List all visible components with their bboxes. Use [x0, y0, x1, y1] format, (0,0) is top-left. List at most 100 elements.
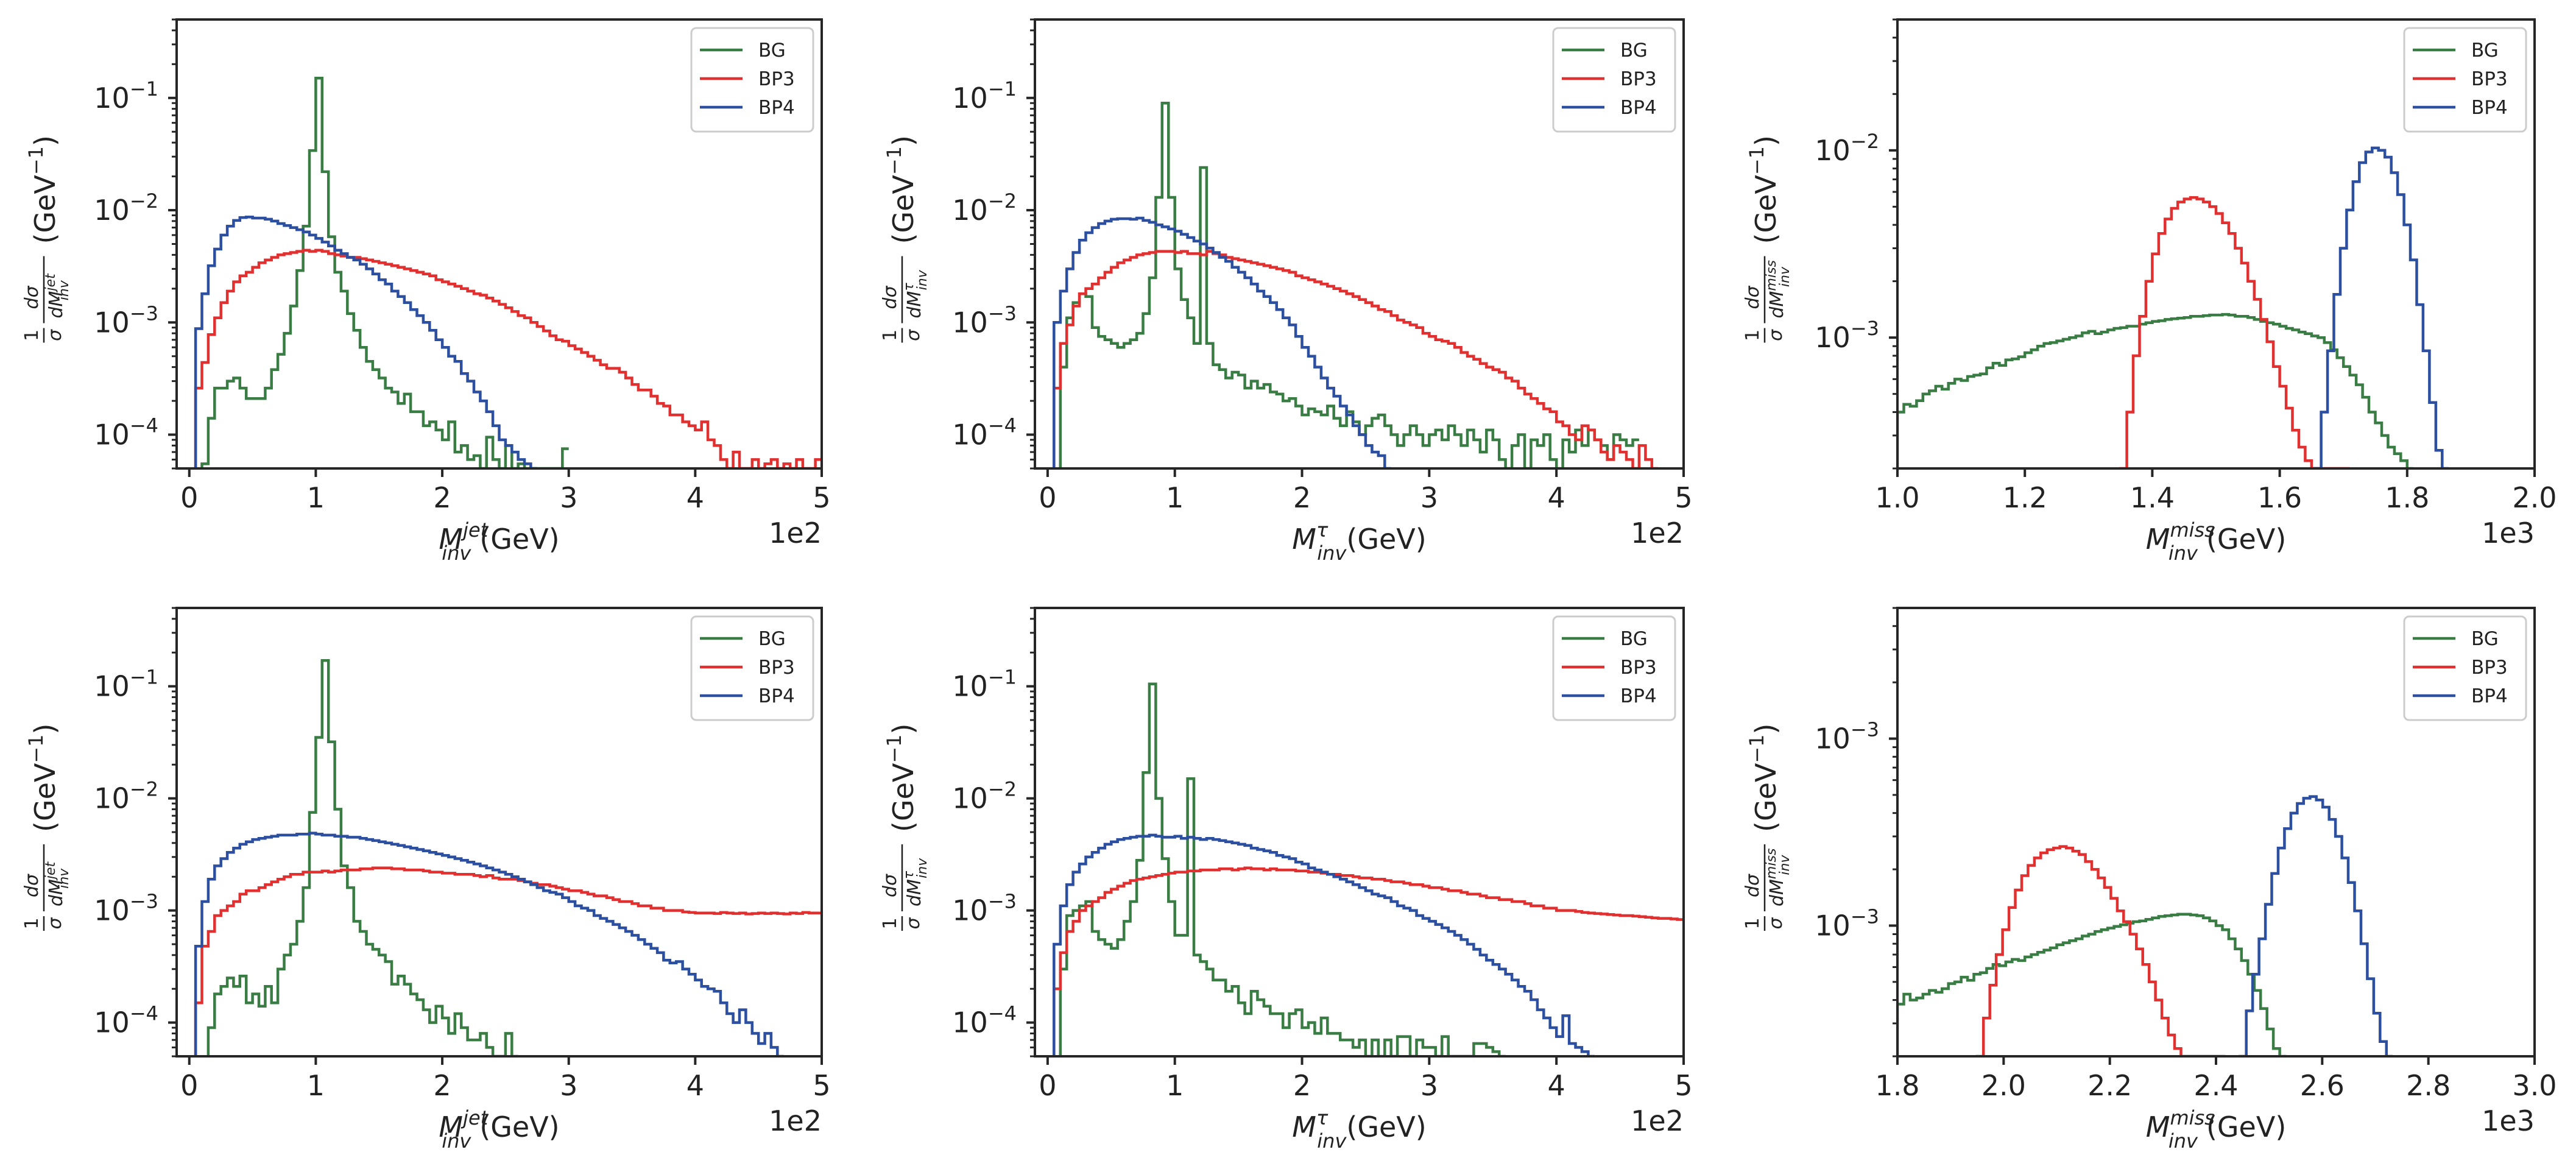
legend-label-bp3: BP3 — [758, 657, 795, 679]
y-label-unit: (GeV−1) — [883, 724, 920, 833]
y-label-sigma: σ — [1765, 329, 1787, 341]
y-label-part: dM — [46, 879, 67, 906]
x-axis-label: Mmiss inv (GeV) — [2146, 1106, 2287, 1153]
y-tick-label: 10−3 — [1815, 718, 1879, 755]
y-label-dm: dMτinv — [902, 858, 930, 906]
y-label-dsigma: dσ — [880, 285, 901, 309]
y-label-unit: (GeV−1) — [24, 135, 62, 244]
y-tick-exponent: −4 — [988, 1002, 1017, 1025]
y-tick-label: 10−1 — [94, 666, 158, 703]
y-label-part: jet — [43, 861, 58, 881]
y-label-part: inv — [1777, 266, 1793, 287]
x-tick-label: 0 — [1039, 481, 1056, 514]
x-label-part: τ — [1316, 1106, 1329, 1129]
x-tick-label: 2 — [433, 1069, 451, 1102]
y-tick-base: 10 — [94, 1006, 130, 1039]
y-label-sigma: σ — [903, 917, 924, 930]
x-label-part: M — [1292, 523, 1316, 556]
y-tick-base: 10 — [94, 419, 130, 451]
y-tick-exponent: −3 — [130, 302, 158, 325]
x-tick-label: 0 — [180, 481, 198, 514]
y-tick-label: 10−1 — [952, 666, 1017, 703]
legend-label-bp4: BP4 — [1620, 97, 1657, 119]
y-label-part: −1 — [24, 146, 48, 175]
x-tick-label: 1 — [307, 1069, 325, 1102]
y-tick-exponent: −4 — [130, 1002, 158, 1025]
legend: BG BP3 BP4 — [1552, 27, 1676, 133]
y-label-part: dM — [1766, 879, 1788, 906]
y-label-sigma: σ — [44, 329, 66, 341]
series-line-bp3 — [1053, 866, 1684, 1056]
legend-label-bp4: BP4 — [1620, 685, 1657, 707]
x-tick-label: 3 — [560, 1069, 577, 1102]
series-line-bp4 — [1053, 833, 1595, 1056]
series-line-bg — [1897, 913, 2287, 1056]
x-tick-label: 2.0 — [2512, 481, 2557, 514]
x-tick-label: 2.6 — [2300, 1069, 2345, 1102]
x-label-part: M — [2146, 523, 2170, 556]
y-tick-exponent: −2 — [988, 778, 1017, 801]
y-tick-label: 10−4 — [94, 1002, 158, 1039]
legend-label-bp3: BP3 — [758, 68, 795, 90]
legend-box — [690, 615, 814, 721]
y-tick-label: 10−2 — [1815, 130, 1879, 167]
y-label-dm: dMmissinv — [1764, 849, 1793, 906]
x-label-part: inv — [1317, 1129, 1347, 1153]
x-tick-label: 1.8 — [1875, 1069, 1919, 1102]
y-tick-exponent: −2 — [130, 778, 158, 801]
x-label-part: (GeV) — [479, 1111, 559, 1143]
x-tick-label: 4 — [1548, 481, 1565, 514]
x-label-part: inv — [442, 542, 471, 565]
y-label-dsigma: dσ — [1742, 285, 1763, 309]
y-tick-label: 10−4 — [952, 1002, 1017, 1039]
y-tick-label: 10−2 — [952, 778, 1017, 815]
x-tick-label: 0 — [180, 1069, 198, 1102]
x-tick-label: 1.6 — [2257, 481, 2302, 514]
y-label-part: dM — [904, 879, 925, 906]
y-label-part: (GeV — [1749, 763, 1782, 832]
x-offset-label: 1e2 — [769, 1104, 822, 1137]
y-tick-base: 10 — [1815, 134, 1851, 167]
x-tick-label: 1.0 — [1875, 481, 1919, 514]
legend-label-bp4: BP4 — [2471, 685, 2508, 707]
x-tick-label: 3 — [1420, 1069, 1438, 1102]
legend-box — [1552, 27, 1676, 133]
y-tick-label: 10−1 — [952, 77, 1017, 115]
legend-box — [2403, 27, 2527, 133]
series-line-bg — [1897, 313, 2414, 468]
x-offset-label: 1e2 — [1631, 517, 1684, 549]
x-tick-label: 4 — [686, 1069, 704, 1102]
y-label-part: ) — [29, 724, 62, 735]
y-label-one: 1 — [880, 917, 901, 929]
x-tick-label: 0 — [1039, 1069, 1056, 1102]
y-label-part: miss — [1764, 849, 1779, 879]
y-label-unit: (GeV−1) — [883, 135, 920, 244]
series-line-bg — [206, 659, 518, 1056]
y-label-dsigma: dσ — [880, 874, 901, 897]
y-label-part: τ — [902, 871, 917, 879]
y-tick-base: 10 — [952, 782, 988, 815]
y-label-part: miss — [1764, 260, 1779, 291]
y-tick-exponent: −1 — [988, 666, 1017, 689]
x-tick-label: 2.0 — [1981, 1069, 2026, 1102]
x-tick-label: 2 — [433, 481, 451, 514]
x-label-part: inv — [1317, 542, 1347, 565]
x-tick-label: 3 — [1420, 481, 1438, 514]
y-tick-label: 10−3 — [952, 302, 1017, 339]
plot-area — [1053, 101, 1659, 468]
y-tick-exponent: −1 — [130, 77, 158, 101]
plot-area — [1053, 682, 1684, 1056]
x-label-part: jet — [461, 518, 489, 542]
x-tick-label: 3 — [560, 481, 577, 514]
y-tick-label: 10−2 — [952, 189, 1017, 227]
x-tick-label: 1.8 — [2385, 481, 2429, 514]
y-tick-exponent: −4 — [988, 414, 1017, 437]
x-label-part: (GeV) — [2206, 523, 2286, 556]
plot-area — [1897, 146, 2449, 468]
legend-box — [690, 27, 814, 133]
y-label-unit: (GeV−1) — [24, 724, 62, 833]
y-label-part: (GeV — [887, 175, 920, 244]
y-label-sigma: σ — [903, 329, 924, 341]
